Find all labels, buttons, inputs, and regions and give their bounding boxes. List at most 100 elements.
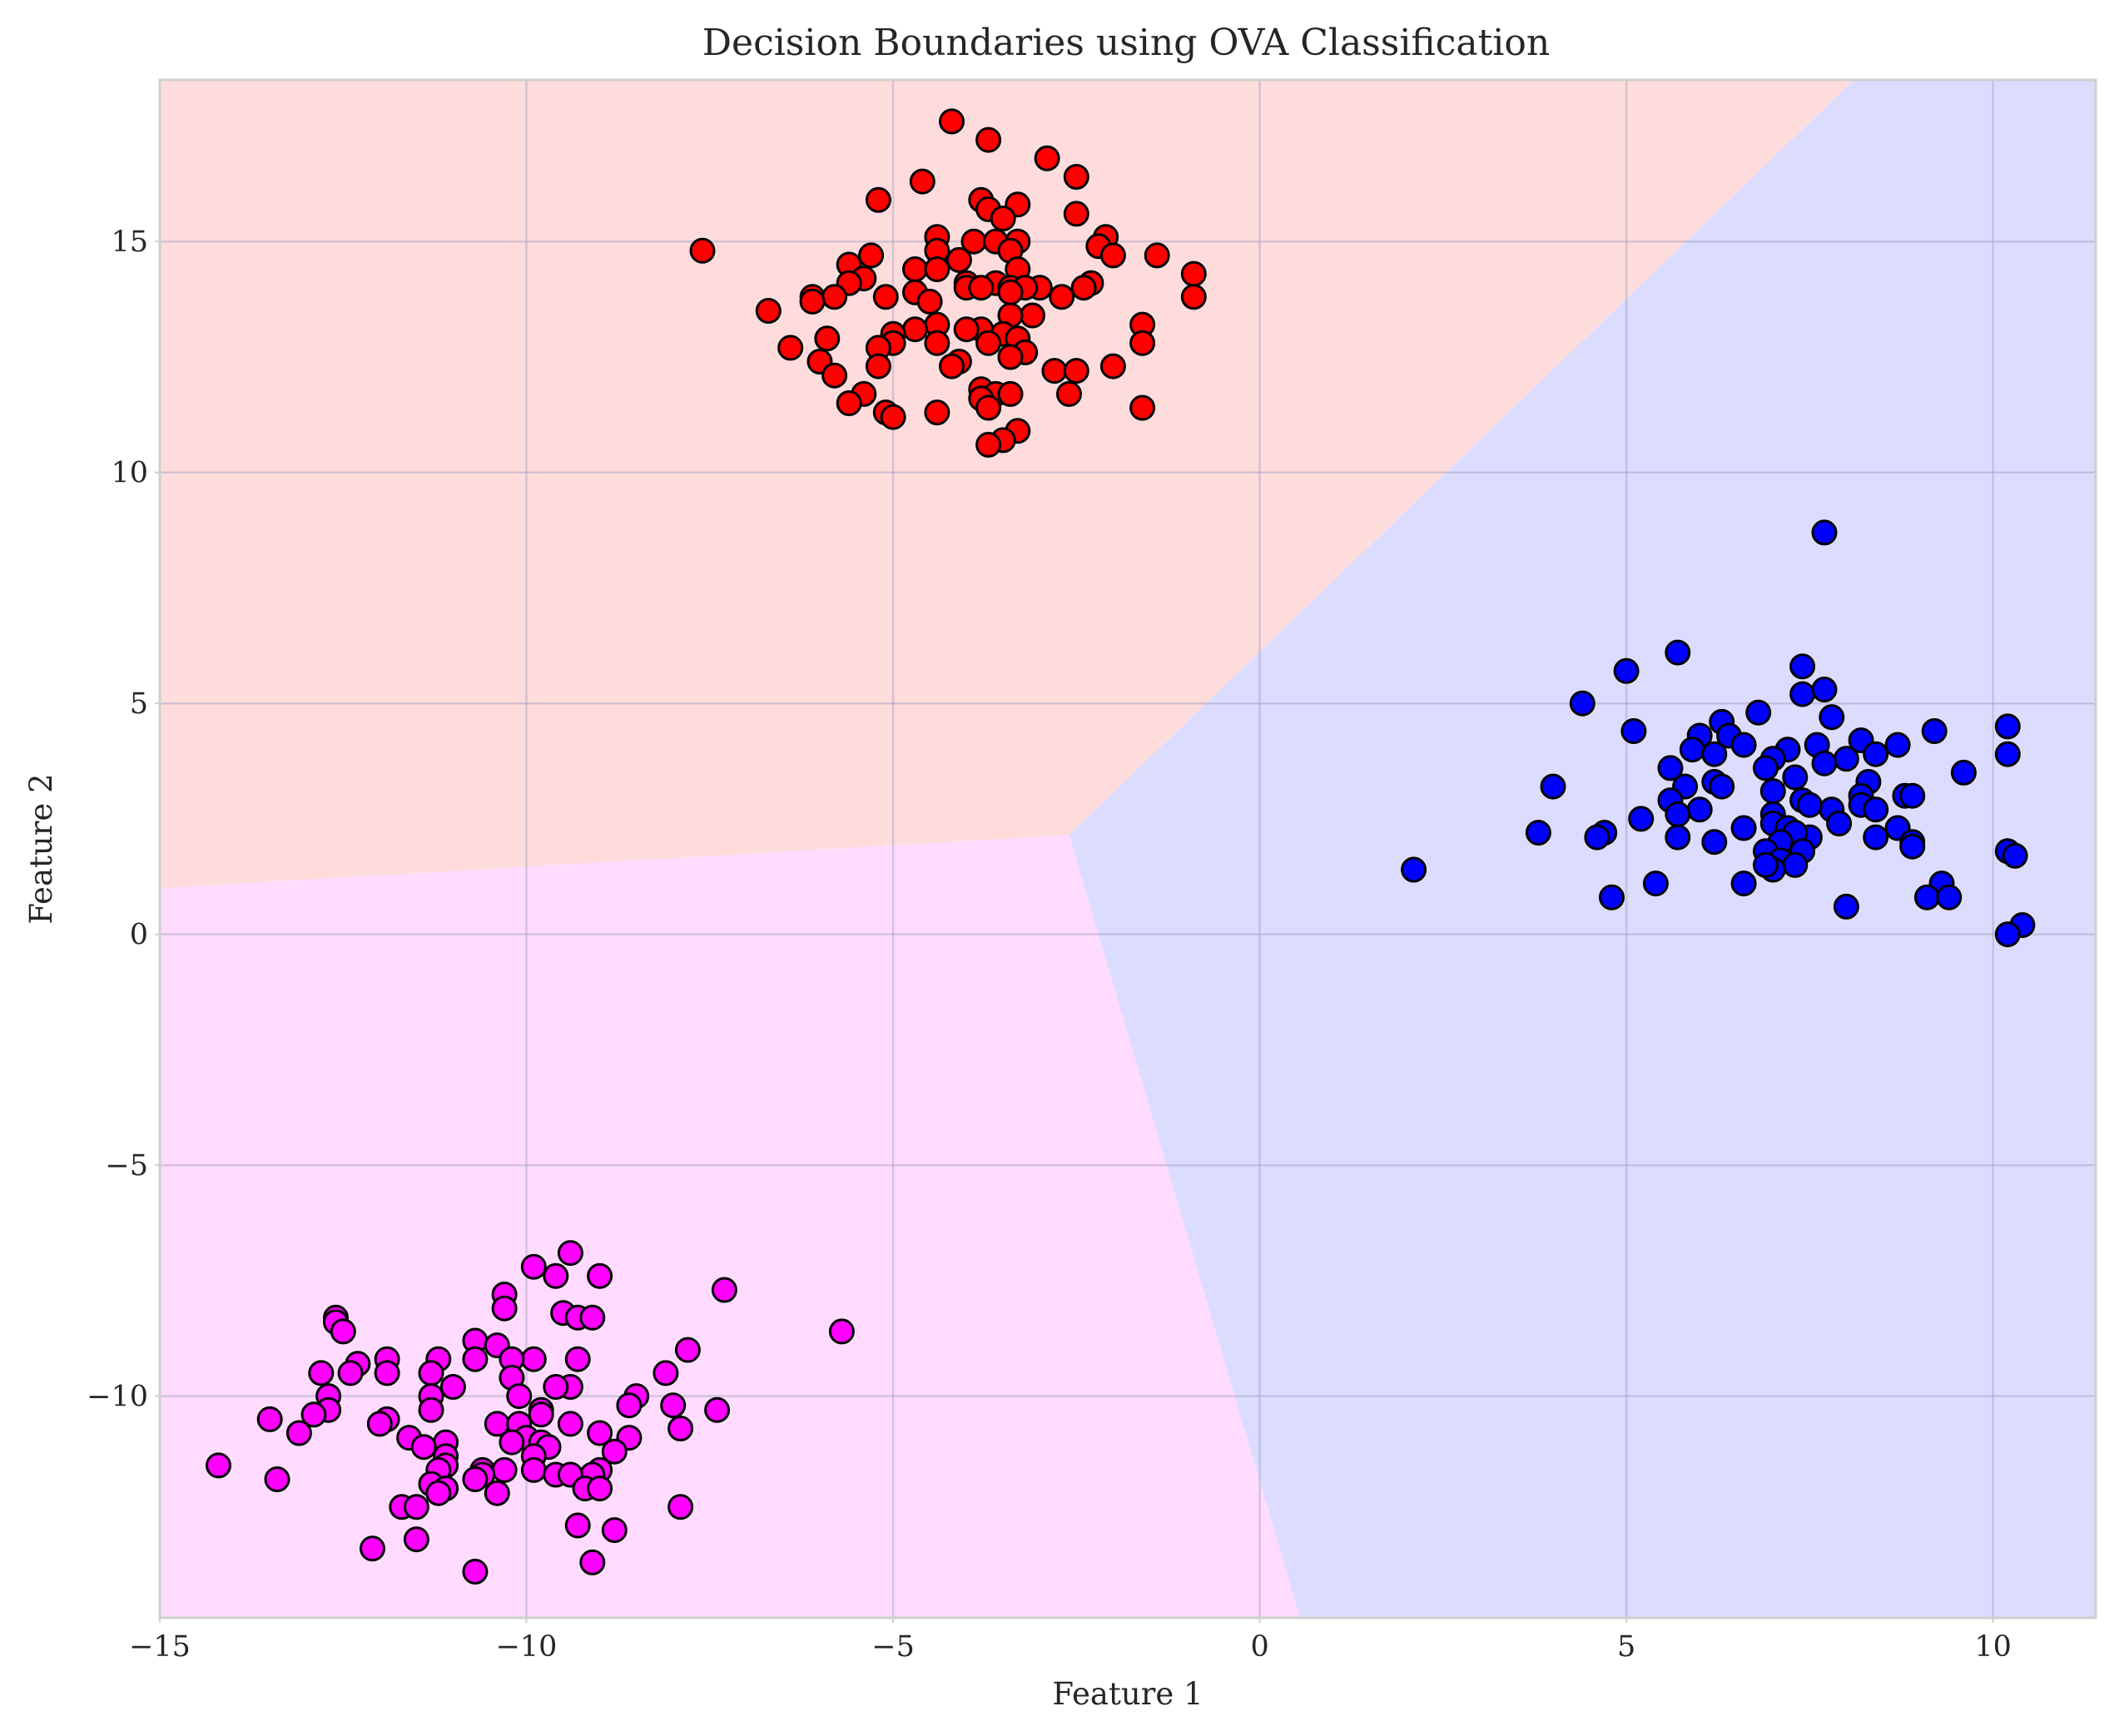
- scatter-point: [587, 1476, 613, 1502]
- scatter-point: [543, 1262, 569, 1289]
- scatter-point: [285, 1420, 312, 1446]
- scatter-point: [1833, 746, 1859, 772]
- scatter-point: [674, 1337, 701, 1363]
- scatter-point: [360, 1535, 385, 1562]
- scatter-point: [1899, 833, 1926, 860]
- scatter-point: [1599, 884, 1625, 910]
- scatter-point: [1759, 778, 1786, 805]
- x-axis-label: Feature 1: [1052, 1676, 1203, 1712]
- scatter-point: [799, 288, 826, 315]
- scatter-point: [520, 1456, 547, 1483]
- scatter-point: [206, 1452, 231, 1479]
- scatter-point: [410, 1434, 437, 1461]
- scatter-point: [1709, 773, 1735, 800]
- scatter-point: [403, 1526, 429, 1553]
- scatter-point: [1921, 718, 1948, 744]
- y-tick-label: 10: [111, 457, 148, 490]
- scatter-point: [528, 1401, 554, 1428]
- scatter-point: [858, 242, 885, 269]
- scatter-point: [1701, 829, 1728, 856]
- scatter-point: [1811, 519, 1838, 546]
- scatter-point: [1950, 759, 1977, 786]
- scatter-point: [337, 1360, 364, 1386]
- scatter-point: [1034, 145, 1060, 171]
- decision-region-1: [160, 80, 1854, 889]
- scatter-point: [653, 1360, 679, 1386]
- scatter-point: [821, 362, 848, 389]
- scatter-point: [939, 108, 965, 135]
- scatter-point: [557, 1411, 583, 1437]
- scatter-point: [520, 1346, 547, 1372]
- scatter-point: [814, 325, 841, 352]
- scatter-point: [1665, 824, 1691, 851]
- scatter-point: [462, 1346, 489, 1372]
- scatter-point: [997, 380, 1024, 407]
- decision-region-2: [1069, 80, 2096, 1618]
- scatter-point: [1730, 815, 1757, 841]
- scatter-point: [1665, 801, 1691, 827]
- scatter-point: [975, 330, 1002, 356]
- scatter-point: [939, 353, 965, 379]
- scatter-point: [506, 1383, 533, 1410]
- scatter-point: [587, 1262, 613, 1289]
- scatter-point: [990, 206, 1016, 231]
- scatter-point: [821, 284, 848, 310]
- scatter-point: [1180, 284, 1207, 310]
- scatter-point: [1863, 741, 1889, 767]
- scatter-point: [924, 330, 950, 356]
- scatter-point: [1701, 741, 1728, 767]
- scatter-point: [520, 1253, 547, 1280]
- scatter-point: [711, 1277, 737, 1303]
- scatter-point: [667, 1416, 694, 1441]
- scatter-point: [1099, 353, 1126, 379]
- scatter-point: [491, 1295, 518, 1322]
- scatter-point: [836, 390, 862, 416]
- scatter-point: [1613, 657, 1640, 684]
- scatter-point: [1863, 824, 1889, 851]
- scatter-point: [1099, 242, 1126, 269]
- scatter-point: [1899, 782, 1926, 809]
- scatter-point: [1753, 755, 1779, 781]
- y-tick-label: 15: [111, 226, 148, 259]
- y-tick-label: −5: [105, 1149, 148, 1183]
- scatter-point: [418, 1360, 444, 1386]
- y-tick-label: −10: [87, 1381, 148, 1414]
- scatter-point: [975, 126, 1002, 153]
- scatter-point: [1063, 164, 1089, 190]
- x-tick-label: 5: [1617, 1630, 1635, 1664]
- scatter-point: [557, 1240, 583, 1267]
- scatter-point: [425, 1480, 452, 1506]
- scatter-point: [330, 1318, 356, 1345]
- scatter-point: [1144, 242, 1170, 269]
- scatter-point: [374, 1360, 400, 1386]
- scatter-point: [667, 1494, 694, 1520]
- x-tick-label: 0: [1250, 1630, 1268, 1664]
- scatter-point: [755, 298, 782, 324]
- scatter-point: [439, 1374, 466, 1400]
- scatter-point: [1994, 713, 2021, 740]
- y-tick-label: 0: [130, 919, 148, 952]
- series-2: [1401, 519, 2036, 948]
- scatter-point: [1994, 741, 2021, 767]
- scatter-point: [1620, 718, 1647, 744]
- scatter-point: [975, 431, 1002, 458]
- scatter-point: [616, 1392, 643, 1419]
- scatter-point: [997, 279, 1024, 305]
- y-axis-ticks: −10 −5 0 5 10 15: [87, 226, 160, 1414]
- x-axis-ticks: −15 −10 −5 0 5 10: [129, 1618, 2012, 1664]
- scatter-point: [579, 1549, 606, 1575]
- scatter-point: [1730, 732, 1757, 758]
- scatter-point: [924, 399, 950, 426]
- scatter-point: [264, 1466, 290, 1492]
- scatter-point: [1525, 820, 1551, 846]
- x-tick-label: 10: [1974, 1630, 2012, 1664]
- chart-title: Decision Boundaries using OVA Classifica…: [702, 22, 1550, 64]
- scatter-point: [1819, 704, 1845, 731]
- scatter-point: [1070, 275, 1097, 301]
- x-tick-label: −15: [129, 1630, 191, 1664]
- scatter-point: [1569, 690, 1595, 717]
- scatter-point: [462, 1559, 489, 1585]
- series-3: [206, 1240, 855, 1585]
- scatter-point: [499, 1429, 525, 1456]
- scatter-point: [256, 1406, 283, 1432]
